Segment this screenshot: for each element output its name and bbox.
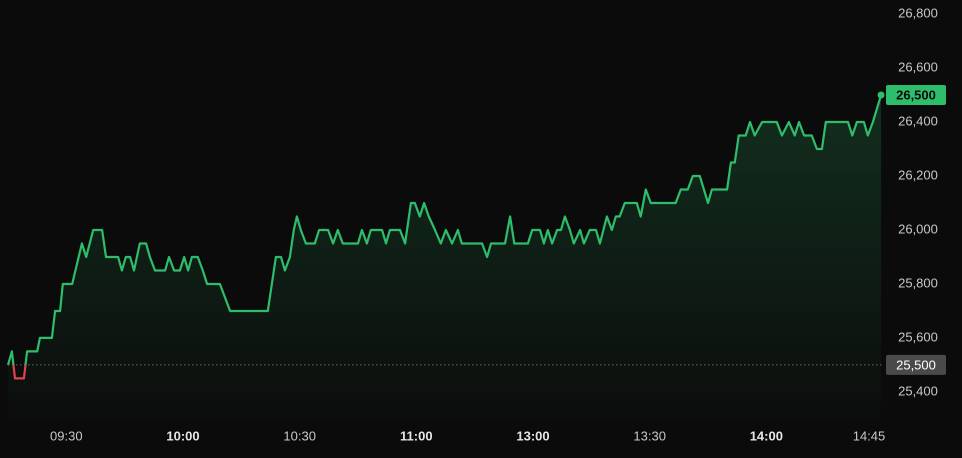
y-tick-label: 26,800 bbox=[898, 5, 938, 20]
y-tick-label: 25,800 bbox=[898, 275, 938, 290]
x-tick-label: 13:30 bbox=[633, 428, 666, 443]
baseline-label: 25,500 bbox=[896, 357, 936, 372]
baseline-label-box bbox=[886, 354, 946, 375]
y-tick-label: 26,600 bbox=[898, 59, 938, 74]
y-tick-label: 26,000 bbox=[898, 221, 938, 236]
x-tick-label: 14:45 bbox=[853, 428, 886, 443]
y-tick-label: 26,200 bbox=[898, 167, 938, 182]
y-tick-label: 25,600 bbox=[898, 329, 938, 344]
y-tick-label: 25,400 bbox=[898, 383, 938, 398]
y-tick-label: 26,400 bbox=[898, 113, 938, 128]
last-price-label: 26,500 bbox=[896, 87, 936, 102]
x-tick-label: 10:00 bbox=[166, 428, 199, 443]
last-price-box bbox=[886, 85, 946, 106]
area bbox=[8, 95, 882, 420]
x-tick-label: 11:00 bbox=[400, 428, 433, 443]
last-point bbox=[877, 91, 885, 99]
price-line bbox=[6, 94, 883, 380]
x-tick-label: 10:30 bbox=[283, 428, 316, 443]
x-tick-label: 13:00 bbox=[516, 428, 549, 443]
x-tick-label: 09:30 bbox=[50, 428, 83, 443]
x-tick-label: 14:00 bbox=[750, 428, 783, 443]
